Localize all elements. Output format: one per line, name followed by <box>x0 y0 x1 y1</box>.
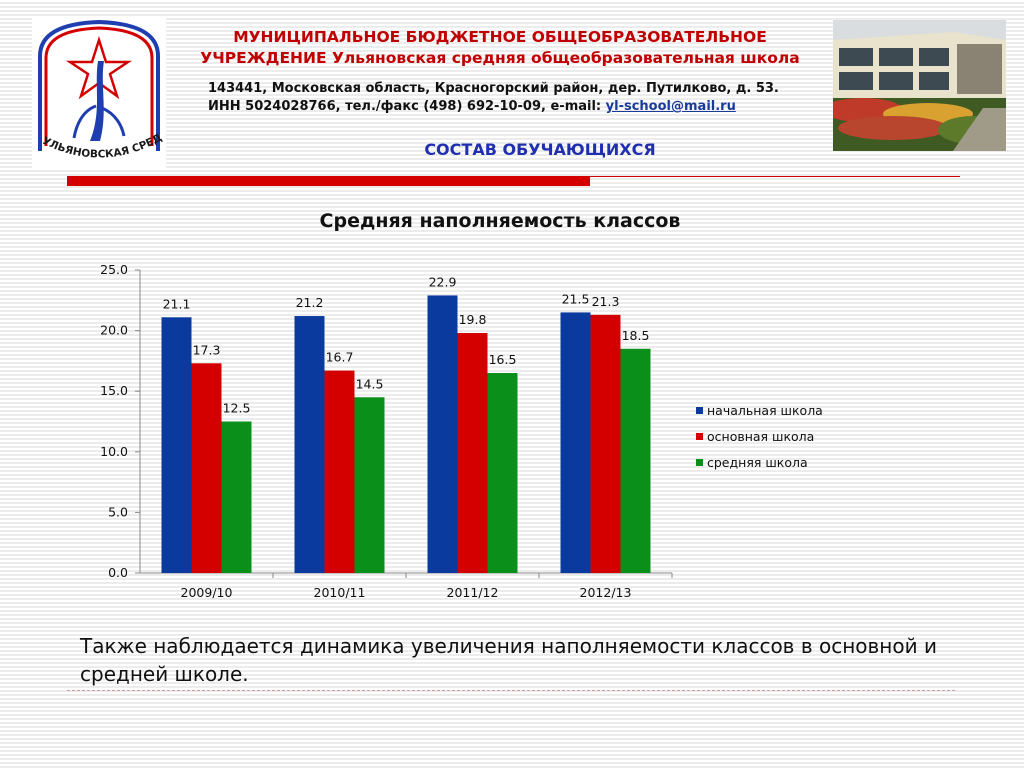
bar <box>354 397 385 573</box>
x-tick-label: 2009/10 <box>181 585 233 600</box>
bar <box>560 312 591 573</box>
legend-item-secondary: средняя школа <box>696 449 823 475</box>
legend-swatch-primary <box>696 406 703 414</box>
bar <box>294 316 325 573</box>
y-tick-label: 0.0 <box>108 565 128 580</box>
legend-item-primary: начальная школа <box>696 397 823 423</box>
conclusion-text: Также наблюдается динамика увеличения на… <box>80 634 937 686</box>
legend-item-basic: основная школа <box>696 423 823 449</box>
data-label: 21.5 <box>562 291 590 306</box>
address-block: 143441, Московская область, Красногорски… <box>208 80 833 116</box>
bar <box>620 348 651 573</box>
data-label: 17.3 <box>193 342 221 357</box>
data-label: 12.5 <box>223 401 251 416</box>
section-title: СОСТАВ ОБУЧАЮЩИХСЯ <box>424 140 656 159</box>
chart-title: Средняя наполняемость классов <box>319 210 681 232</box>
legend-label-primary: начальная школа <box>707 402 823 418</box>
school-building-photo <box>823 20 1008 151</box>
chart-legend: начальная школа основная школа средняя ш… <box>696 397 823 475</box>
data-label: 16.7 <box>326 350 354 365</box>
x-tick-label: 2012/13 <box>580 585 632 600</box>
contacts-line: ИНН 5024028766, тел./факс (498) 692-10-0… <box>208 98 833 116</box>
y-tick-label: 10.0 <box>100 444 128 459</box>
title-line-2: УЧРЕЖДЕНИЕ Ульяновская средняя общеобраз… <box>200 49 800 67</box>
data-label: 21.3 <box>592 294 620 309</box>
bottom-divider <box>67 690 955 691</box>
bar <box>457 333 488 573</box>
bar <box>161 317 192 573</box>
legend-label-secondary: средняя школа <box>707 454 808 470</box>
bar <box>221 421 252 573</box>
legend-swatch-secondary <box>696 458 703 466</box>
data-label: 22.9 <box>429 274 457 289</box>
red-divider-bar <box>67 176 590 186</box>
institution-title: МУНИЦИПАЛЬНОЕ БЮДЖЕТНОЕ ОБЩЕОБРАЗОВАТЕЛЬ… <box>170 27 830 69</box>
school-logo: УЛЬЯНОВСКАЯ СРЕДНЯЯ ШКОЛА <box>24 7 168 168</box>
bar <box>324 370 355 573</box>
y-tick-label: 15.0 <box>100 383 128 398</box>
bar <box>427 295 458 573</box>
bar <box>487 373 518 573</box>
data-label: 14.5 <box>356 376 384 391</box>
data-label: 18.5 <box>622 328 650 343</box>
data-label: 21.2 <box>296 295 324 310</box>
y-tick-label: 20.0 <box>100 323 128 338</box>
contacts-text: ИНН 5024028766, тел./факс (498) 692-10-0… <box>208 99 606 114</box>
address-line: 143441, Московская область, Красногорски… <box>208 81 779 96</box>
title-line-1: МУНИЦИПАЛЬНОЕ БЮДЖЕТНОЕ ОБЩЕОБРАЗОВАТЕЛЬ… <box>233 28 767 46</box>
data-label: 21.1 <box>163 296 191 311</box>
red-divider-line <box>590 176 960 177</box>
x-tick-label: 2010/11 <box>314 585 366 600</box>
y-tick-label: 5.0 <box>108 504 128 519</box>
legend-label-basic: основная школа <box>707 428 815 444</box>
data-label: 16.5 <box>489 352 517 367</box>
x-tick-label: 2011/12 <box>447 585 499 600</box>
y-tick-label: 25.0 <box>100 262 128 277</box>
bar <box>191 363 222 573</box>
email-link[interactable]: yl-school@mail.ru <box>605 99 736 114</box>
bar-chart: 0.0 5.0 10.0 15.0 20.0 25.0 21.1 17.3 12.5 2009/1… <box>100 262 673 600</box>
legend-swatch-basic <box>696 432 703 440</box>
data-label: 19.8 <box>459 312 487 327</box>
bar <box>590 314 621 573</box>
